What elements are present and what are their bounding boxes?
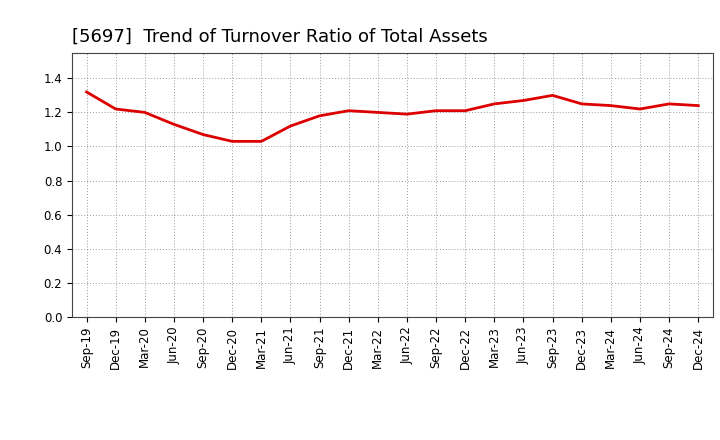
Text: [5697]  Trend of Turnover Ratio of Total Assets: [5697] Trend of Turnover Ratio of Total … [72,28,487,46]
